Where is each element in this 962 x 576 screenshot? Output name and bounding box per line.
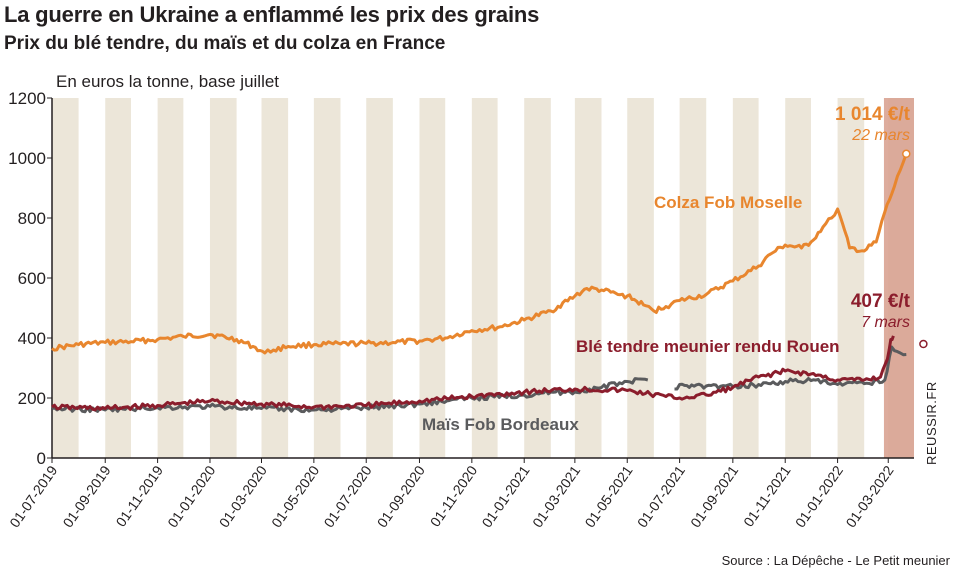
x-tick-label: 01-01-2020 <box>164 462 218 530</box>
side-credit: REUSSIR.FR <box>924 381 939 465</box>
y-tick-label: 400 <box>18 329 46 348</box>
war-period-band <box>883 98 914 458</box>
y-tick-label: 200 <box>18 389 46 408</box>
y-tick-label: 600 <box>18 269 46 288</box>
month-bands <box>52 98 914 458</box>
series-0 <box>51 153 908 355</box>
x-tick-label: 01-03-2022 <box>843 462 897 530</box>
value-annotation: 407 €/t <box>851 291 911 312</box>
series-label: Blé tendre meunier rendu Rouen <box>576 337 840 356</box>
month-band <box>524 98 551 458</box>
series-line <box>674 345 907 391</box>
x-tick-label: 01-07-2021 <box>634 462 688 530</box>
value-annotation: 1 014 €/t <box>835 104 911 125</box>
series-1 <box>51 335 895 412</box>
series-label: Maïs Fob Bordeaux <box>422 415 579 434</box>
x-tick-label: 01-11-2021 <box>740 462 794 529</box>
series-line <box>51 335 895 412</box>
x-tick-label: 01-07-2020 <box>321 462 375 530</box>
x-tick-label: 01-03-2021 <box>529 462 583 530</box>
month-band <box>313 98 341 458</box>
x-tick-label: 01-05-2021 <box>582 462 636 530</box>
month-band <box>105 98 131 458</box>
x-tick-label: 01-03-2020 <box>216 462 270 530</box>
month-band <box>157 98 184 458</box>
y-axis-unit-label: En euros la tonne, base juillet <box>56 72 280 91</box>
y-tick-label: 1000 <box>8 149 46 168</box>
date-annotation: 22 mars <box>851 127 910 144</box>
end-marker <box>919 339 928 349</box>
y-tick-label: 0 <box>37 449 46 468</box>
x-tick-label: 01-09-2019 <box>59 462 113 530</box>
series-line <box>51 153 908 355</box>
x-tick-label: 01-11-2020 <box>427 462 481 529</box>
chart-subtitle: Prix du blé tendre, du maïs et du colza … <box>4 33 446 54</box>
month-band <box>574 98 602 458</box>
x-tick-label: 01-09-2020 <box>374 462 428 530</box>
x-tick-label: 01-07-2019 <box>6 462 60 530</box>
x-tick-label: 01-01-2022 <box>792 462 846 530</box>
end-marker <box>902 149 911 159</box>
series-lines <box>51 153 908 414</box>
month-band <box>471 98 498 458</box>
y-tick-label: 1200 <box>8 89 46 108</box>
month-band <box>366 98 393 458</box>
axes: 0 200 400 600 800 1000 1200 01-07-2019 01-09-201… <box>6 89 914 530</box>
month-band <box>785 98 811 458</box>
source-note: Source : La Dépêche - Le Petit meunier <box>721 553 950 568</box>
month-band <box>209 98 237 458</box>
chart-labels: 1 014 €/t 22 mars 407 €/t 7 mars Colza Fob M… <box>422 104 928 434</box>
x-tick-label: 01-01-2021 <box>478 462 532 530</box>
month-band <box>261 98 289 458</box>
x-tick-label: 01-05-2020 <box>268 462 322 530</box>
y-tick-label: 800 <box>18 209 46 228</box>
x-tick-label: 01-11-2019 <box>112 462 166 529</box>
date-annotation: 7 mars <box>861 314 910 331</box>
month-band <box>679 98 707 458</box>
series-label: Colza Fob Moselle <box>654 193 802 212</box>
x-tick-label: 01-09-2021 <box>687 462 741 530</box>
month-band <box>52 98 79 458</box>
month-band <box>837 98 865 458</box>
chart-title: La guerre en Ukraine a enflammé les prix… <box>4 2 540 27</box>
month-band <box>627 98 654 458</box>
